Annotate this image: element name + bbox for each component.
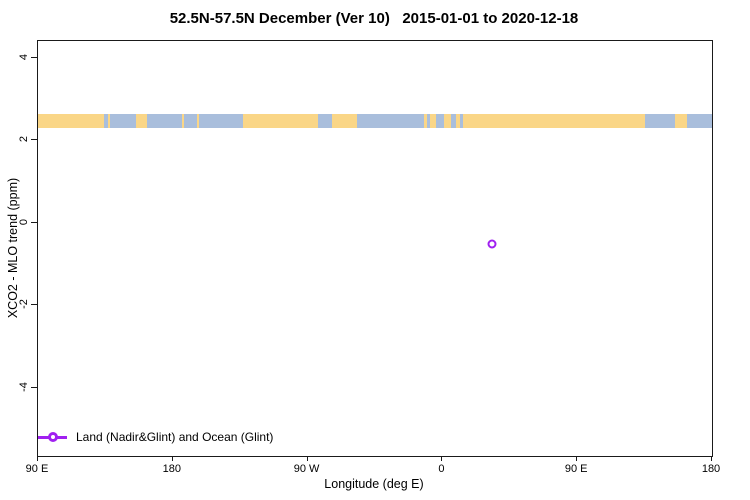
band-segment-ocean bbox=[686, 114, 712, 129]
band-segment-ocean bbox=[451, 114, 456, 129]
band-segment-land bbox=[243, 114, 319, 129]
band-segment-ocean bbox=[109, 114, 137, 129]
legend-open-circle-marker bbox=[47, 432, 58, 442]
band-segment-land bbox=[675, 114, 687, 129]
band-segment-ocean bbox=[184, 114, 197, 129]
y-axis-tick bbox=[31, 221, 37, 223]
legend: Land (Nadir&Glint) and Ocean (Glint) bbox=[38, 430, 273, 444]
x-tick-label: 90 E bbox=[25, 463, 49, 475]
y-axis-label: XCO2 - MLO trend (ppm) bbox=[6, 177, 20, 319]
band-segment-land bbox=[181, 114, 185, 129]
y-axis-tick bbox=[31, 386, 37, 388]
x-axis-tick bbox=[576, 456, 578, 461]
x-axis-tick bbox=[711, 456, 712, 461]
y-axis-tick bbox=[31, 139, 37, 141]
band-segment-ocean bbox=[199, 114, 244, 129]
band-segment-ocean bbox=[147, 114, 182, 129]
band-segment-ocean bbox=[103, 114, 108, 129]
band-segment-land bbox=[455, 114, 461, 129]
x-tick-label: 90 W bbox=[293, 463, 320, 475]
x-tick-label: 90 E bbox=[564, 463, 588, 475]
band-segment-land bbox=[443, 114, 452, 129]
band-segment-land bbox=[331, 114, 358, 129]
y-axis-tick bbox=[31, 304, 37, 306]
band-segment-land bbox=[107, 114, 110, 129]
band-segment-ocean bbox=[644, 114, 676, 129]
band-segment-ocean bbox=[436, 114, 444, 129]
band-segment-ocean bbox=[318, 114, 332, 129]
chart-title: 52.5N-57.5N December (Ver 10) 2015-01-01… bbox=[169, 10, 579, 27]
band-segment-land bbox=[136, 114, 148, 129]
band-segment-ocean bbox=[460, 114, 464, 129]
y-axis-tick bbox=[31, 56, 37, 58]
y-tick-label: 4 bbox=[18, 53, 30, 60]
x-tick-label: 180 bbox=[162, 463, 181, 475]
legend-line bbox=[38, 432, 67, 442]
x-axis-tick bbox=[37, 456, 38, 461]
legend-label: Land (Nadir&Glint) and Ocean (Glint) bbox=[76, 430, 274, 444]
band-segment-ocean bbox=[427, 114, 430, 129]
band-segment-land bbox=[38, 114, 104, 129]
band-segment-land bbox=[424, 114, 428, 129]
x-axis-tick bbox=[171, 456, 173, 461]
x-axis-tick bbox=[306, 456, 308, 461]
band-segment-ocean bbox=[357, 114, 425, 129]
data-point bbox=[487, 239, 497, 249]
band-segment-land bbox=[196, 114, 199, 129]
x-tick-label: 0 bbox=[438, 463, 445, 475]
x-axis-tick bbox=[441, 456, 443, 461]
x-tick-label: 180 bbox=[701, 463, 721, 475]
y-tick-label: -4 bbox=[18, 382, 30, 392]
plot-area: Land (Nadir&Glint) and Ocean (Glint) bbox=[37, 40, 713, 457]
band-segment-land bbox=[429, 114, 437, 129]
band-segment-land bbox=[463, 114, 645, 129]
x-axis-label: Longitude (deg E) bbox=[324, 477, 424, 491]
